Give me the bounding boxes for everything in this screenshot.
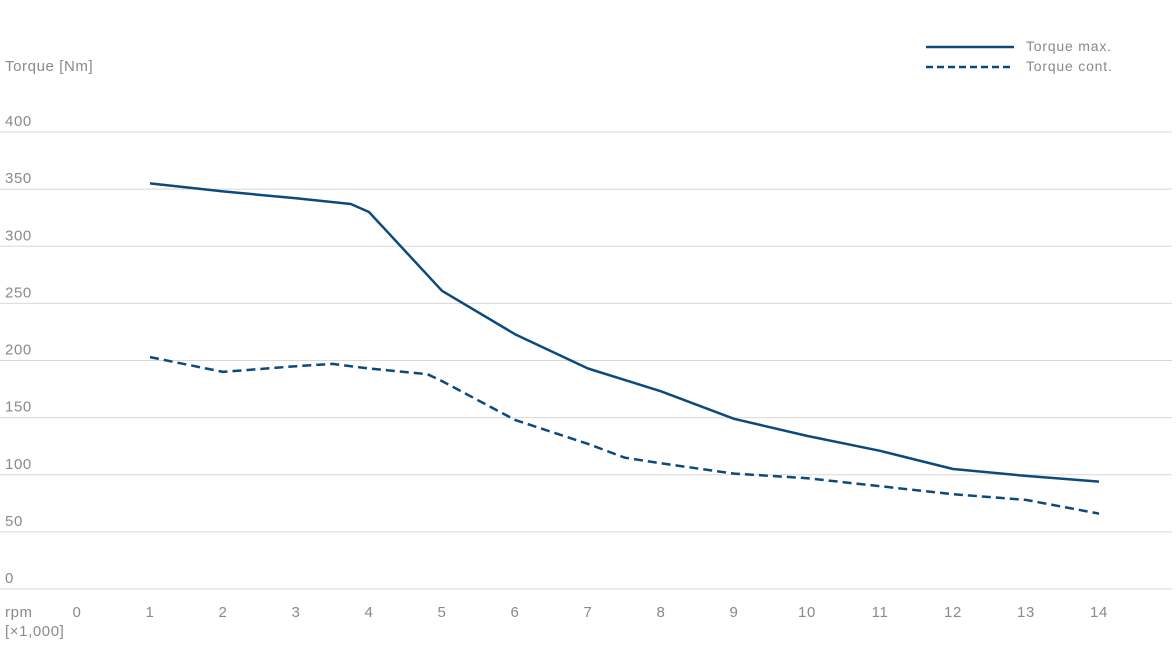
- x-tick-label: 11: [872, 604, 889, 621]
- legend-label-torque-max: Torque max.: [1026, 38, 1112, 54]
- x-tick-labels: 0 1 2 3 4 5 6 7 8 9 10 11 12 13 14: [73, 604, 1108, 621]
- y-tick-label: 0: [5, 570, 14, 587]
- x-tick-label: 12: [944, 604, 962, 621]
- x-axis-label-rpm: rpm: [5, 604, 33, 621]
- y-tick-label: 50: [5, 513, 23, 530]
- x-tick-label: 14: [1090, 604, 1108, 621]
- series-line-torque-max: [149, 182, 1100, 483]
- x-tick-label: 6: [511, 604, 520, 621]
- legend: Torque max. Torque cont.: [926, 38, 1113, 74]
- y-tick-label: 150: [5, 399, 32, 416]
- x-axis-label-unit: [×1,000]: [5, 623, 64, 640]
- y-tick-label: 400: [5, 113, 32, 130]
- x-tick-label: 2: [219, 604, 228, 621]
- x-tick-label: 1: [146, 604, 155, 621]
- y-axis-label: Torque [Nm]: [5, 58, 93, 75]
- x-tick-label: 8: [657, 604, 666, 621]
- grid-lines: [0, 131, 1172, 590]
- x-tick-label: 7: [584, 604, 593, 621]
- x-tick-label: 13: [1017, 604, 1035, 621]
- x-tick-label: 3: [292, 604, 301, 621]
- x-tick-label: 9: [730, 604, 739, 621]
- y-tick-label: 350: [5, 170, 32, 187]
- x-tick-label: 10: [798, 604, 816, 621]
- y-tick-label: 100: [5, 456, 32, 473]
- x-tick-label: 4: [365, 604, 374, 621]
- x-tick-label: 5: [438, 604, 447, 621]
- y-tick-label: 200: [5, 342, 32, 359]
- series-line-torque-cont: [149, 355, 1100, 515]
- x-tick-label: 0: [73, 604, 82, 621]
- y-tick-label: 250: [5, 284, 32, 301]
- series-lines: [149, 182, 1100, 515]
- y-tick-label: 300: [5, 227, 32, 244]
- y-tick-labels: 0 50 100 150 200 250 300 350 400: [5, 113, 32, 587]
- legend-label-torque-cont: Torque cont.: [1026, 58, 1113, 74]
